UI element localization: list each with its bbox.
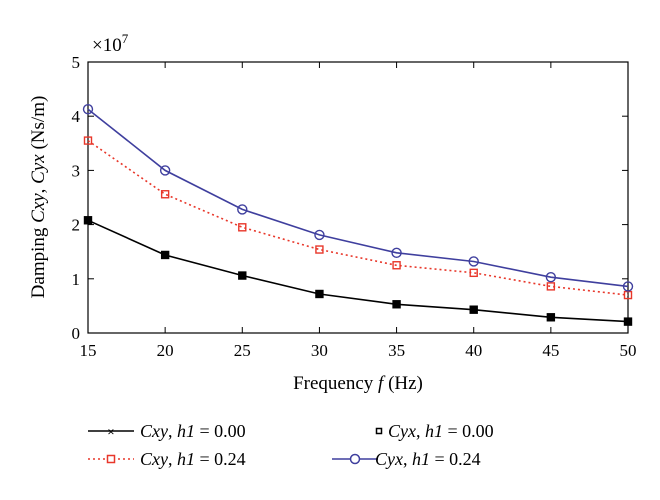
plot-frame <box>87 61 629 334</box>
point-marker <box>392 300 401 309</box>
y-tick-label: 1 <box>72 270 81 289</box>
x-tick-label: 20 <box>157 341 174 360</box>
point-marker <box>238 272 246 280</box>
legend-entry-cyx-024: Cyx, h1 = 0.24 <box>332 449 481 469</box>
point-marker <box>238 223 247 232</box>
point-marker <box>469 268 478 278</box>
point-marker <box>547 313 555 321</box>
point-marker <box>237 204 248 215</box>
y-tick-label: 5 <box>72 53 81 72</box>
point-marker <box>315 289 324 299</box>
point-marker <box>315 290 323 298</box>
x-tick-label: 40 <box>465 341 482 360</box>
legend-label-cyx-024: Cyx, h1 = 0.24 <box>375 449 481 469</box>
point-marker <box>83 136 93 145</box>
point-marker <box>469 305 478 314</box>
point-marker <box>546 313 556 322</box>
x-tick-label: 25 <box>234 341 251 360</box>
y-multiplier: ×107 <box>92 31 129 56</box>
series-line-3 <box>87 108 629 288</box>
legend-marker-cxy-024 <box>106 454 116 464</box>
y-tick-label: 4 <box>72 107 81 126</box>
point-marker <box>470 306 478 314</box>
point-marker <box>83 216 93 225</box>
point-marker <box>392 261 401 270</box>
point-marker <box>82 103 94 115</box>
point-marker <box>160 250 170 260</box>
x-tick-label: 45 <box>542 341 559 360</box>
point-marker <box>161 251 169 259</box>
legend-marker-cyx-000 <box>375 427 383 435</box>
point-marker <box>160 190 170 199</box>
legend-label-cyx-000: Cyx, h1 = 0.00 <box>388 421 494 441</box>
series-line-0 <box>87 219 629 323</box>
x-tick-label: 35 <box>388 341 405 360</box>
point-marker <box>238 271 247 280</box>
legend-label-cxy-024: Cxy, h1 = 0.24 <box>140 449 246 469</box>
x-axis-label: Frequency f (Hz) <box>293 373 423 394</box>
point-marker <box>545 271 557 283</box>
y-tick-label: 0 <box>72 324 81 343</box>
point-marker <box>622 281 634 292</box>
x-tick-label: 50 <box>620 341 637 360</box>
legend-label-cxy-000: Cxy, h1 = 0.00 <box>140 421 246 441</box>
point-marker <box>546 282 556 291</box>
legend-entry-cxy-024: Cxy, h1 = 0.24 <box>88 449 246 469</box>
point-marker <box>84 216 92 224</box>
point-marker <box>315 245 324 254</box>
x-tick-label: 30 <box>311 341 328 360</box>
legend-marker-cxy-000: × <box>107 424 114 439</box>
y-axis-label: Damping Cxy, Cyx (Ns/m) <box>28 96 49 299</box>
legend-entry-cxy-000: × Cxy, h1 = 0.00 <box>88 421 246 441</box>
y-tick-label: 3 <box>72 161 81 180</box>
x-tick-label: 15 <box>80 341 97 360</box>
point-marker <box>159 165 171 176</box>
legend: × Cxy, h1 = 0.00 Cyx, h1 = 0.00 Cxy, h1 … <box>88 421 494 469</box>
legend-entry-cyx-000: Cyx, h1 = 0.00 <box>375 421 494 441</box>
legend-marker-cyx-024 <box>349 453 361 465</box>
point-marker <box>624 318 632 326</box>
point-marker <box>623 317 633 326</box>
point-marker <box>393 300 401 308</box>
point-marker <box>391 247 402 258</box>
series-line-2 <box>87 139 629 296</box>
point-marker <box>468 256 479 267</box>
point-marker <box>314 229 325 241</box>
y-tick-label: 2 <box>72 216 81 235</box>
